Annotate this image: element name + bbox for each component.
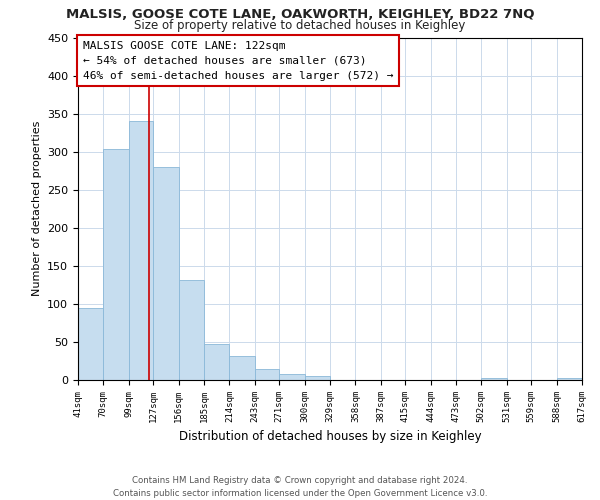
Bar	[557, 378, 582, 380]
Bar	[103, 150, 129, 380]
Text: MALSIS, GOOSE COTE LANE, OAKWORTH, KEIGHLEY, BD22 7NQ: MALSIS, GOOSE COTE LANE, OAKWORTH, KEIGH…	[66, 8, 534, 20]
Bar	[153, 167, 179, 380]
X-axis label: Distribution of detached houses by size in Keighley: Distribution of detached houses by size …	[179, 430, 481, 444]
Bar	[481, 378, 507, 380]
Bar	[78, 308, 103, 380]
Bar	[179, 280, 204, 380]
Bar	[279, 374, 305, 380]
Bar	[255, 370, 279, 380]
Text: Contains HM Land Registry data © Crown copyright and database right 2024.
Contai: Contains HM Land Registry data © Crown c…	[113, 476, 487, 498]
Bar	[305, 376, 330, 380]
Bar	[129, 121, 153, 380]
Text: MALSIS GOOSE COTE LANE: 122sqm
← 54% of detached houses are smaller (673)
46% of: MALSIS GOOSE COTE LANE: 122sqm ← 54% of …	[83, 41, 394, 80]
Bar	[204, 344, 229, 380]
Text: Size of property relative to detached houses in Keighley: Size of property relative to detached ho…	[134, 19, 466, 32]
Bar	[229, 356, 255, 380]
Y-axis label: Number of detached properties: Number of detached properties	[32, 121, 41, 296]
